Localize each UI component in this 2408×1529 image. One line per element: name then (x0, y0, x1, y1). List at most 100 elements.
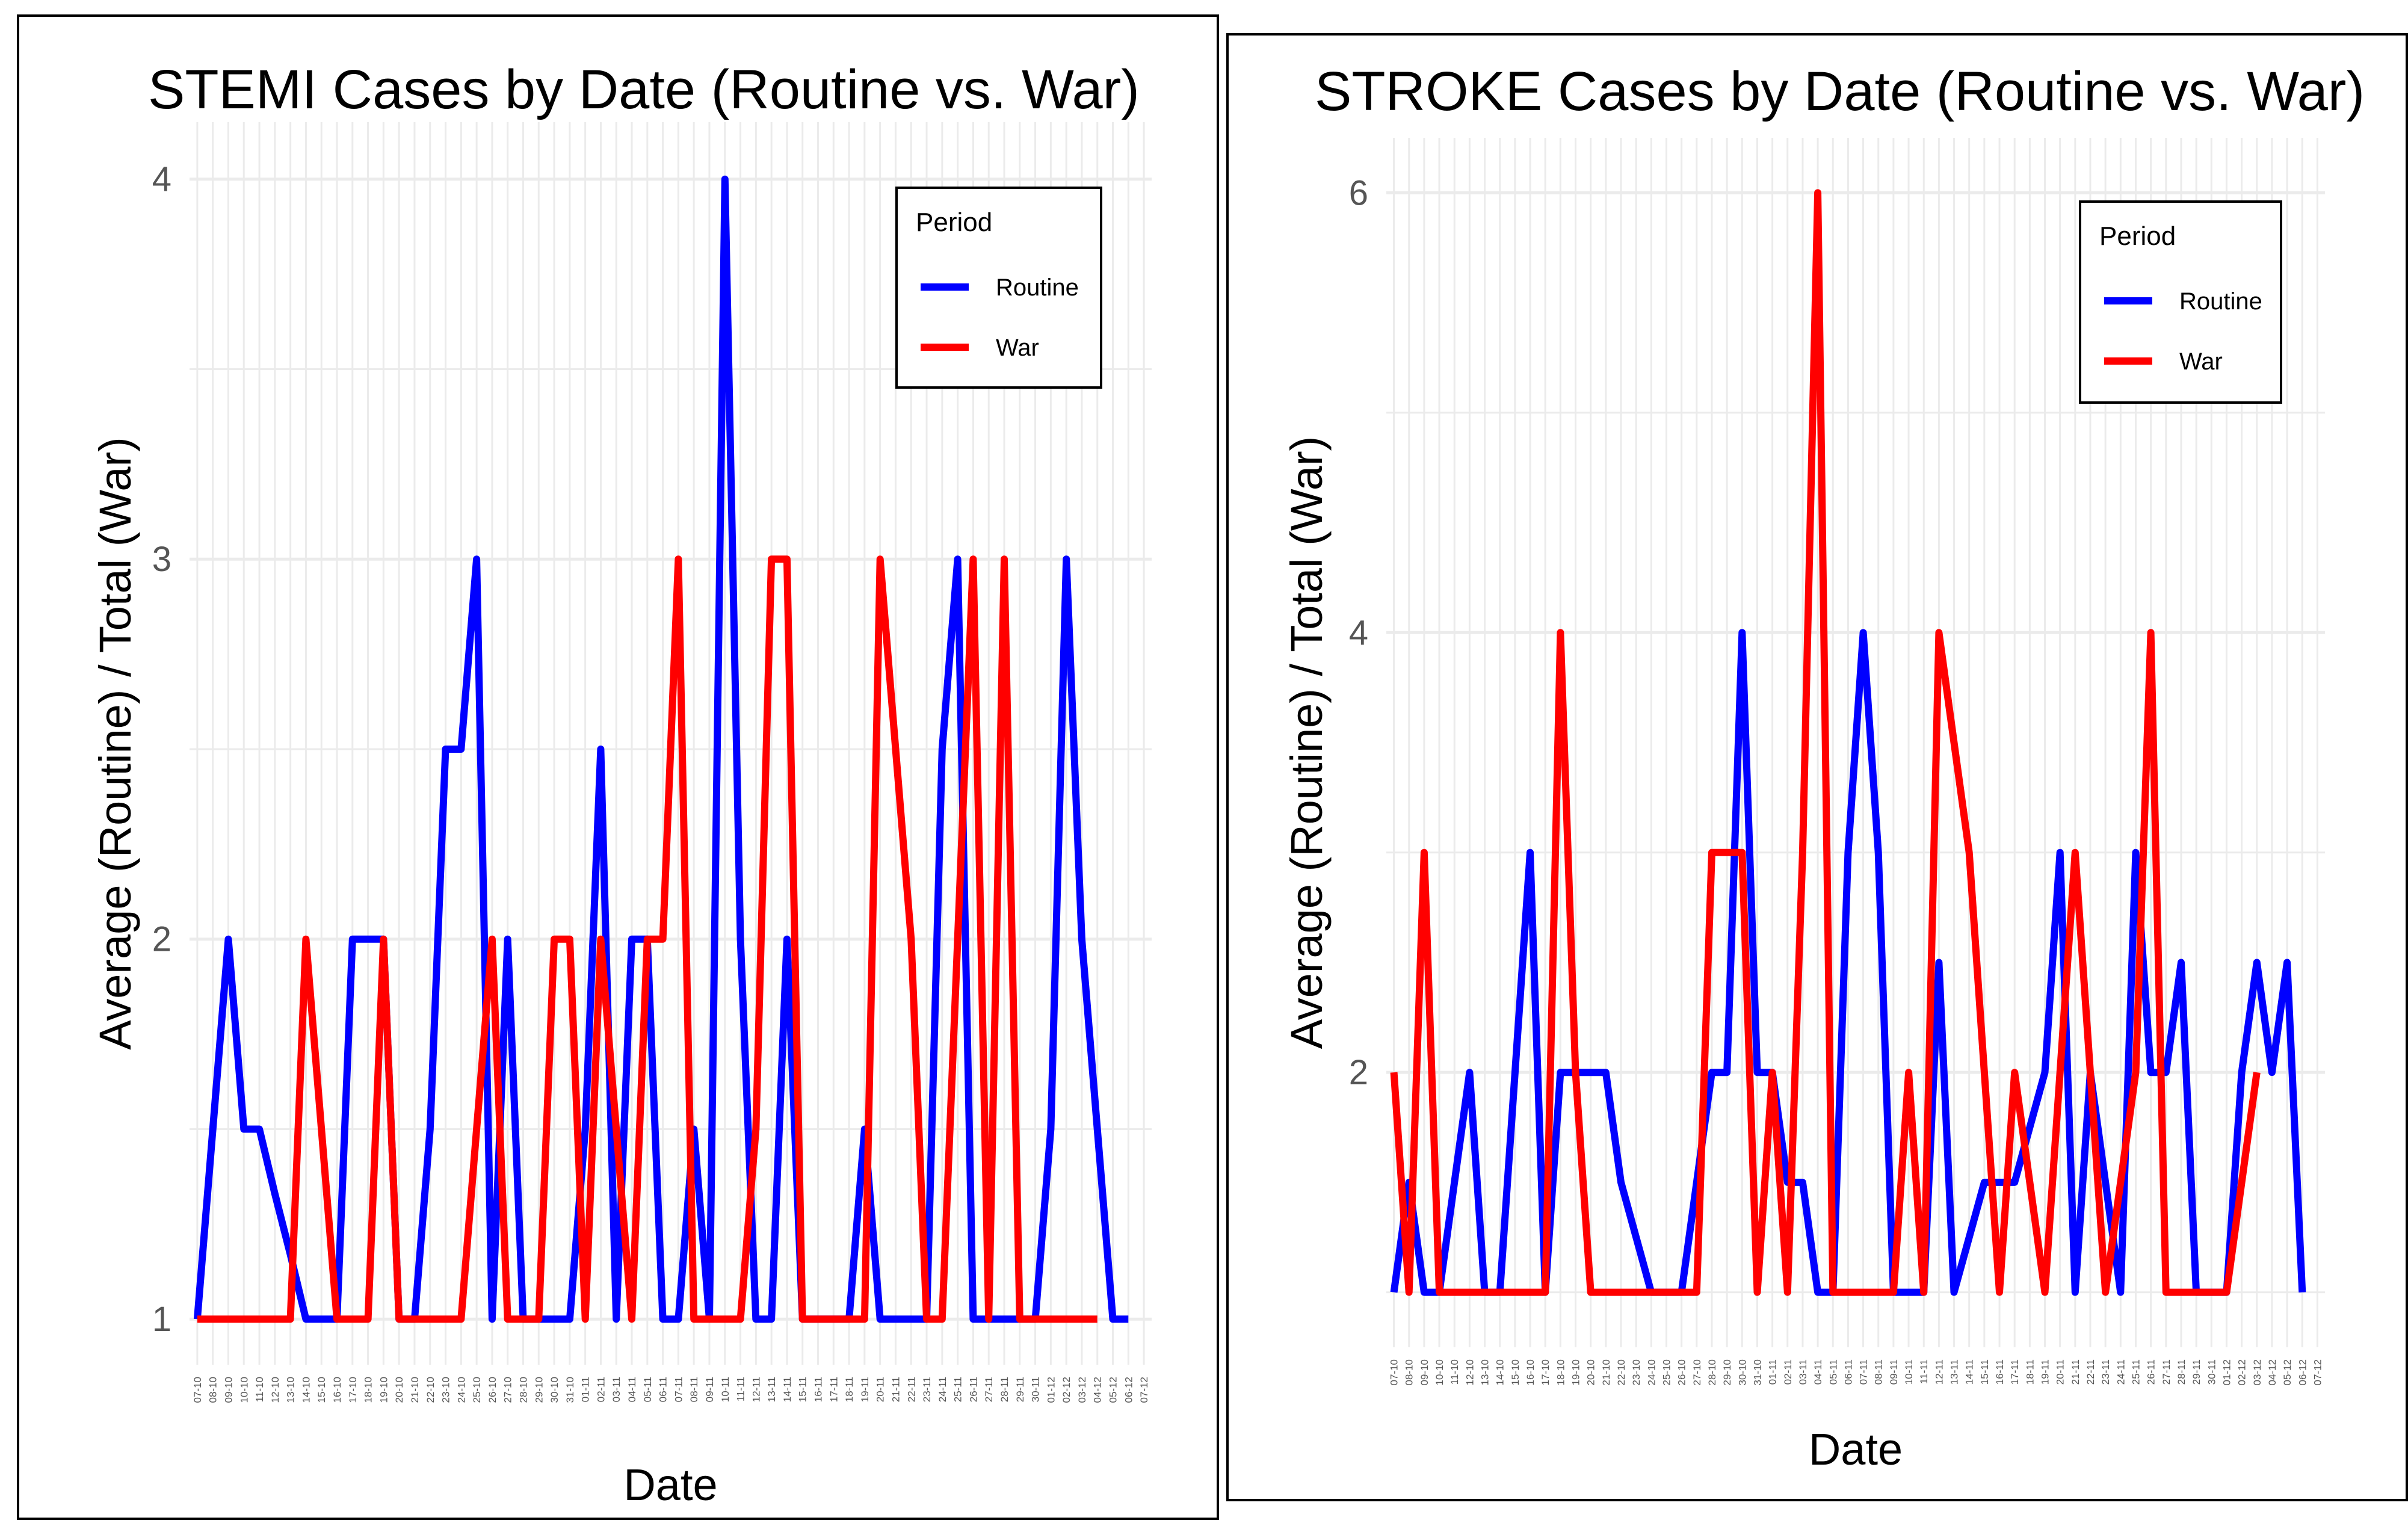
stroke-x-tick-label: 22-11 (2085, 1359, 2096, 1385)
stroke-x-tick-label: 15-11 (1979, 1359, 1990, 1385)
stroke-x-tick-label: 10-11 (1903, 1359, 1915, 1385)
stemi-x-tick-label: 18-10 (363, 1377, 374, 1403)
stroke-legend-label-routine: Routine (2179, 288, 2262, 315)
stroke-x-tick-label: 30-10 (1737, 1359, 1748, 1385)
stroke-x-tick-label: 08-10 (1404, 1359, 1415, 1385)
stroke-x-tick-label: 16-10 (1525, 1359, 1536, 1385)
stemi-x-tick-label: 10-10 (238, 1377, 250, 1403)
stroke-x-tick-label: 02-12 (2237, 1359, 2248, 1385)
stemi-gridlines (190, 122, 1152, 1365)
stroke-x-tick-label: 23-11 (2100, 1359, 2111, 1385)
stroke-legend: Period Routine War (2079, 200, 2282, 404)
stroke-x-tick-label: 07-12 (2312, 1359, 2323, 1385)
stroke-x-tick-label: 21-10 (1601, 1359, 1612, 1385)
stroke-x-tick-label: 04-11 (1812, 1359, 1824, 1385)
stemi-x-axis-title: Date (623, 1460, 717, 1510)
stroke-x-tick-label: 06-11 (1842, 1359, 1854, 1385)
stroke-x-tick-label: 09-11 (1888, 1359, 1900, 1385)
stroke-legend-title: Period (2099, 221, 2176, 251)
stroke-x-tick-label: 04-12 (2267, 1359, 2278, 1385)
stemi-x-tick-label: 25-10 (471, 1377, 483, 1403)
stroke-x-tick-label: 12-11 (1933, 1359, 1945, 1385)
stemi-x-tick-label: 02-12 (1061, 1377, 1072, 1403)
stemi-legend-title: Period (916, 208, 992, 237)
stemi-x-tick-label: 16-10 (332, 1377, 343, 1403)
stroke-x-tick-label: 27-10 (1691, 1359, 1703, 1385)
stemi-x-tick-label: 18-11 (844, 1377, 855, 1402)
stemi-x-tick-label: 21-11 (890, 1377, 901, 1402)
stemi-y-tick-label: 1 (152, 1300, 171, 1339)
stroke-x-tick-label: 03-11 (1797, 1359, 1809, 1385)
stemi-x-tick-label: 07-11 (673, 1377, 684, 1402)
stroke-x-tick-label: 20-10 (1585, 1359, 1597, 1385)
stroke-x-tick-label: 05-11 (1827, 1359, 1839, 1385)
stemi-x-tick-label: 05-11 (642, 1377, 653, 1402)
stroke-x-tick-label: 19-10 (1570, 1359, 1582, 1385)
stroke-x-tick-label: 26-10 (1676, 1359, 1688, 1385)
stemi-chart-title: STEMI Cases by Date (Routine vs. War) (148, 59, 1140, 120)
stroke-x-tick-label: 22-10 (1616, 1359, 1627, 1385)
stemi-x-tick-label: 12-11 (750, 1377, 762, 1402)
stemi-x-tick-label: 27-10 (502, 1377, 514, 1403)
stroke-x-tick-label: 25-11 (2130, 1359, 2141, 1385)
stroke-x-tick-label: 19-11 (2040, 1359, 2051, 1385)
stroke-x-tick-label: 09-10 (1419, 1359, 1430, 1385)
stemi-x-tick-label: 11-11 (735, 1377, 747, 1401)
stemi-x-tick-label: 26-11 (968, 1377, 979, 1402)
stroke-x-tick-label: 08-11 (1873, 1359, 1885, 1385)
stemi-legend-label-routine: Routine (996, 274, 1079, 301)
stroke-x-tick-label: 28-11 (2176, 1359, 2187, 1385)
stroke-x-tick-label: 17-11 (2009, 1359, 2021, 1385)
stroke-x-tick-label: 28-10 (1706, 1359, 1718, 1385)
stemi-x-tick-label: 01-12 (1045, 1377, 1057, 1403)
stroke-x-tick-label: 11-11 (1918, 1359, 1930, 1384)
stemi-x-tick-label: 11-10 (254, 1377, 265, 1402)
stroke-x-tick-label: 30-11 (2206, 1359, 2217, 1385)
stemi-x-tick-label: 28-10 (517, 1377, 529, 1403)
stemi-x-tick-label: 12-10 (270, 1377, 281, 1403)
stroke-gridlines (1386, 138, 2325, 1347)
stemi-x-tick-label: 13-11 (766, 1377, 777, 1402)
stroke-x-tick-label: 21-11 (2070, 1359, 2081, 1385)
stroke-x-tick-label: 07-11 (1858, 1359, 1869, 1385)
stemi-x-tick-label: 17-11 (828, 1377, 839, 1402)
stroke-x-tick-label: 27-11 (2161, 1359, 2172, 1385)
stroke-x-tick-label: 10-10 (1434, 1359, 1445, 1385)
stroke-x-tick-label: 29-11 (2191, 1359, 2202, 1385)
stemi-x-tick-label: 22-10 (425, 1377, 436, 1403)
stemi-x-tick-label: 19-11 (859, 1377, 871, 1402)
stemi-x-tick-label: 23-11 (921, 1377, 933, 1402)
stemi-x-tick-label: 27-11 (983, 1377, 995, 1402)
stemi-y-tick-label: 4 (152, 160, 171, 199)
stemi-series-routine-line (193, 175, 1129, 1323)
stemi-x-tick-label: 07-12 (1138, 1377, 1150, 1403)
stroke-x-tick-label: 24-11 (2115, 1359, 2126, 1385)
stroke-x-tick-label: 03-12 (2252, 1359, 2263, 1385)
stroke-x-tick-label: 18-11 (2024, 1359, 2036, 1385)
stemi-x-tick-label: 02-11 (595, 1377, 607, 1402)
stemi-x-tick-label: 04-11 (626, 1377, 638, 1402)
stroke-x-tick-label: 01-11 (1767, 1359, 1779, 1385)
stroke-x-tick-label: 14-10 (1495, 1359, 1506, 1385)
stemi-x-tick-label: 24-11 (937, 1377, 948, 1402)
stroke-x-tick-label: 13-11 (1949, 1359, 1960, 1385)
stemi-x-tick-label: 26-10 (487, 1377, 498, 1403)
stroke-x-tick-label: 12-10 (1464, 1359, 1475, 1385)
stemi-x-tick-label: 20-10 (394, 1377, 405, 1403)
stemi-x-tick-label: 29-11 (1014, 1377, 1026, 1402)
stroke-x-tick-label: 26-11 (2146, 1359, 2157, 1385)
stemi-x-tick-label: 04-12 (1092, 1377, 1104, 1403)
stemi-x-tick-label: 07-10 (192, 1377, 203, 1403)
stroke-x-axis-title: Date (1809, 1424, 1903, 1474)
stemi-x-tick-label: 06-12 (1123, 1377, 1134, 1403)
stroke-x-tick-label: 17-10 (1540, 1359, 1551, 1385)
stroke-chart: STROKE Cases by Date (Routine vs. War)24… (1282, 61, 2365, 1474)
stroke-x-tick-label: 23-10 (1631, 1359, 1642, 1385)
stemi-x-tick-label: 06-11 (658, 1377, 669, 1402)
stemi-x-tick-label: 08-10 (208, 1377, 219, 1403)
stemi-x-tick-label: 17-10 (347, 1377, 359, 1403)
stemi-x-tick-label: 03-12 (1076, 1377, 1088, 1403)
stemi-legend: Period Routine War (895, 187, 1102, 389)
stemi-y-tick-label: 2 (152, 920, 171, 959)
stemi-x-tick-label: 03-11 (611, 1377, 622, 1402)
